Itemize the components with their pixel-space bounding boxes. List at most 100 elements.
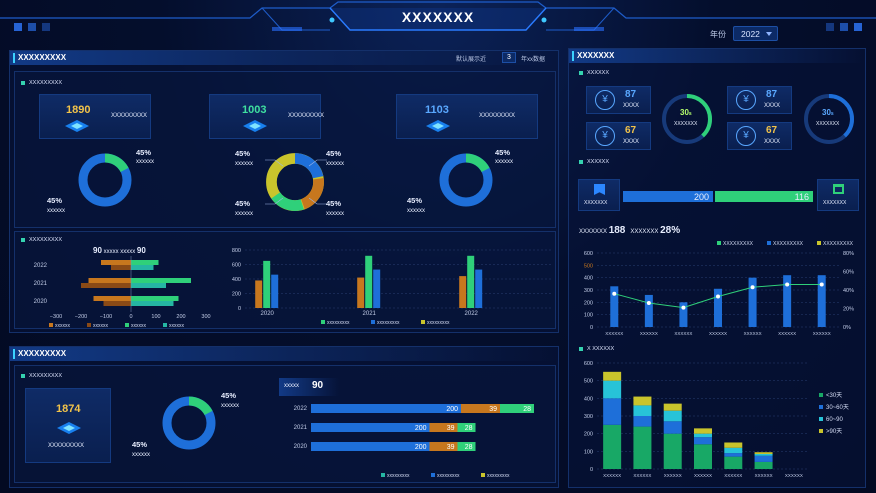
donut-2-bl-pct: 45% xyxy=(235,199,251,208)
line-bar xyxy=(714,288,722,327)
stack-segment xyxy=(694,433,712,438)
vbar-legend-swatch xyxy=(421,320,425,324)
donut-2-blue-slice xyxy=(266,153,324,211)
hbar-head: 90 xxxxx xxxxx 90 xyxy=(93,246,146,255)
hbar-bar xyxy=(111,265,131,270)
line-x-label: XXXXXX xyxy=(640,331,658,336)
vbar-x-label: 2022 xyxy=(465,311,479,317)
sbar-legend-label: xxxxxxxxx xyxy=(437,473,460,479)
donut-1-name-b: xxxxxx xyxy=(47,208,65,214)
vbar-y-tick: 0 xyxy=(238,306,241,312)
range-value[interactable]: 3 xyxy=(502,52,516,63)
year-select[interactable]: 2022 xyxy=(733,26,778,41)
gauge-1-value: 30s xyxy=(680,108,692,117)
hbar-bar xyxy=(131,296,179,301)
donut-bottom-green-slice xyxy=(162,396,216,450)
line-x-label: XXXXXX xyxy=(744,331,762,336)
sbar-year-label: 2021 xyxy=(294,425,308,431)
stack-legend-label: 60~90 xyxy=(826,417,844,423)
stack-segment xyxy=(603,371,622,381)
donut-2-br-pct: 45% xyxy=(326,199,342,208)
stack-legend-label: <30天 xyxy=(826,392,842,399)
stack-segment xyxy=(603,424,622,469)
range-suffix: 年xx数据 xyxy=(521,57,546,63)
line-bar xyxy=(610,286,619,327)
stacked-hbar-chart: 2022 200 39 28 2021 200 39 28 2020 200 39 28 xxxxxxx… xyxy=(294,404,534,479)
hbar-legend-label: xxxxxx xyxy=(131,323,147,329)
line-legend-label: XXXXXXXXX xyxy=(773,241,804,247)
stat-label-4: XXXX xyxy=(764,139,781,145)
line-legend-swatch xyxy=(717,241,721,245)
stack-segment xyxy=(603,380,622,399)
right-sub-1: XXXXXX xyxy=(579,70,609,76)
line-y2-tick: 20% xyxy=(843,307,854,313)
gauge-2 xyxy=(804,94,854,144)
hbar-bar xyxy=(131,265,154,270)
line-bar xyxy=(783,275,792,327)
vbar-bar xyxy=(357,277,365,308)
line-y-tick: 500 xyxy=(584,263,593,269)
hbar-bar xyxy=(101,260,131,265)
hbar-legend-swatch xyxy=(163,323,167,327)
bar-head-value: 90 xyxy=(312,380,324,391)
bar-line-chart: XXXXXXXXX XXXXXXXXX XXXXXXXXX0100200300400… xyxy=(584,241,854,336)
compare-left-box: XXXXXXX xyxy=(578,179,620,211)
section-title-kpi: XXXXXXXXX xyxy=(21,80,62,86)
vbar-x-label: 2021 xyxy=(363,311,377,317)
donut-3-green-slice xyxy=(439,153,493,207)
line-y2-tick: 60% xyxy=(843,270,854,276)
vbar-y-tick: 800 xyxy=(232,248,241,254)
header-frame xyxy=(0,1,876,31)
line-head-v2: 28% xyxy=(660,225,681,236)
vbar-y-tick: 600 xyxy=(232,263,241,269)
sbar-segment-a xyxy=(311,423,430,432)
section-title-trend: XXXXXXXXX xyxy=(21,237,62,243)
stack-legend-swatch xyxy=(819,429,823,433)
stack-segment xyxy=(724,447,743,454)
left-top-panel-title: XXXXXXXXX xyxy=(18,53,67,62)
stack-segment xyxy=(633,405,652,416)
line-head-t1: XXXXXXX xyxy=(579,229,608,235)
donut-2-green-slice xyxy=(266,153,324,211)
hbar-x-tick: 300 xyxy=(201,314,210,320)
left-top-panel: XXXXXXXXX 默认展示近 3 年xx数据 XXXXXXXXX 1890 X… xyxy=(9,50,559,333)
hbar-bar xyxy=(88,278,131,283)
hbar-year-label: 2021 xyxy=(34,281,48,287)
stack-segment xyxy=(754,453,773,456)
sbar-legend-swatch xyxy=(431,473,435,477)
sbar-value-a: 200 xyxy=(415,425,427,432)
year-select-value: 2022 xyxy=(741,29,760,39)
hbar-x-tick: 0 xyxy=(129,314,132,320)
stack-y-tick: 300 xyxy=(584,414,593,420)
trend-card: XXXXXXXXX 90 xxxxx xxxxx 90 2022 2021 2020… xyxy=(14,231,556,329)
stack-y-tick: 0 xyxy=(590,467,593,473)
donut-2-br-name: xxxxxx xyxy=(326,211,344,217)
hbar-bar xyxy=(81,283,131,288)
kpi-card-1: 1890 XXXXXXXXX xyxy=(39,94,151,139)
stack-legend-swatch xyxy=(819,417,823,421)
hbar-bar xyxy=(103,301,131,306)
sbar-segment-c xyxy=(500,404,534,413)
vbar-bar xyxy=(467,255,475,308)
donut-1-pct-b: 45% xyxy=(47,196,63,205)
left-top-panel-header xyxy=(10,51,558,65)
hbar-x-tick: 200 xyxy=(176,314,185,320)
sbar-legend-label: xxxxxxxxx xyxy=(387,473,410,479)
sbar-legend-label: xxxxxxxxx xyxy=(487,473,510,479)
donut-chart-bottom xyxy=(162,396,216,450)
stacked-bar-chart: 0 100 200 300 400 500 600 XXXXXX XXXXXX XXXXXX XXX… xyxy=(584,361,849,478)
range-prefix: 默认展示近 xyxy=(456,57,487,63)
kpi-value-1: 1890 xyxy=(66,104,91,116)
sbar-year-label: 2020 xyxy=(294,444,308,450)
section-title-bottom: XXXXXXXXX xyxy=(21,373,62,379)
hbar-x-tick: −300 xyxy=(50,314,62,320)
sbar-segment-a xyxy=(311,404,461,413)
left-bottom-panel: XXXXXXXXX XXXXXXXXX 1874 XXXXXXXXX 45% x… xyxy=(9,346,559,488)
kpi-value-3: 1103 xyxy=(425,104,449,116)
sbar-segment-c xyxy=(457,442,476,451)
stack-y-tick: 200 xyxy=(584,432,593,438)
line-head-t2: XXXXXXX xyxy=(630,229,659,235)
vbar-bar xyxy=(263,260,271,308)
donut-1-green-slice xyxy=(78,153,132,207)
yen-icon: ¥ xyxy=(736,126,756,146)
